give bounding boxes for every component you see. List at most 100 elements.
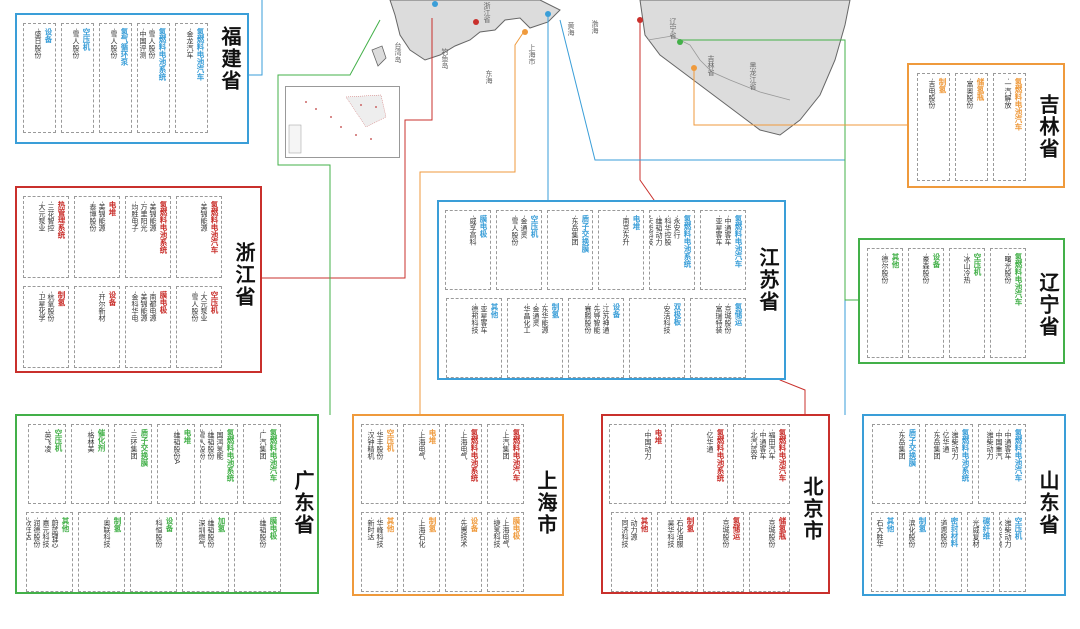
company-name: ·潍柴动力 (951, 429, 959, 460)
company-name: ·滨化股份 (908, 517, 916, 548)
category-cell: 设备 ·先惠技术 (445, 512, 482, 592)
category-cell: 制氢 ·吉电股份 (917, 73, 950, 181)
liaodong-coast (647, 35, 791, 101)
province-box-fujian: 福建省 氢燃料电池汽车 ·金龙汽车 氢燃料电池系统 ·雪人股份 ·中国评测 氢气循环泵 ·雪人… (15, 13, 249, 144)
dot-fujian (432, 1, 438, 7)
map-label-diaoyu: 钓鱼岛 (441, 48, 449, 69)
category-cell: 双极板 ·安洁科技 (629, 298, 685, 378)
category-cell: 其他 ·蔚蓝锂芯 ·嘉元科技 ·润德股份 ·欣旺达 (26, 512, 73, 592)
company-name: ·中国重汽 (995, 429, 1003, 460)
category-cell: 膜电极 ·雄韬股份 (234, 512, 281, 592)
category-label: 其他 (640, 517, 649, 532)
company-name: ·上海电气 (502, 517, 510, 548)
company-name: ·中国动力 (644, 429, 652, 460)
category-cell: 氢燃料电池汽车 ·金龙汽车 (175, 23, 208, 133)
category-cell: 制氢 ·滨化股份 (903, 512, 930, 592)
company-name: ·雪人股份 (511, 215, 519, 246)
category-label: 电堆 (183, 429, 192, 444)
cell-row: 膜电极 ·上海电气 ·捷氢科技 设备 ·先惠技术 制氢 ·上海石化 其他 ·华峰科技 ·新时达 (361, 512, 524, 592)
company-name: ·雄韬股份 (207, 517, 215, 548)
category-cell: 空压机 ·雪人股份 (61, 23, 94, 133)
company-name: ·雪人股份 (191, 291, 199, 322)
company-name: ·雪人股份 (148, 28, 156, 59)
category-cell: 其他 ·德尔股份 (867, 248, 903, 358)
company-name: ·欣旺达 (26, 517, 32, 541)
province-box-guangdong: 广东省氢燃料电池汽车·广汽集团氢燃料电池系统·国鸿氢能·雄韬股份·雪人股份·大洋… (15, 414, 319, 594)
category-cell: 氢燃料电池汽车 ·中通客车 ·中国重汽 ·潍柴动力 (978, 424, 1026, 504)
company-name: ·金龙汽车 (186, 28, 194, 59)
category-cell: 氢燃料电池汽车 ·广汽集团 (243, 424, 281, 504)
company-name: ·美锦能源 (149, 201, 157, 232)
company-name: ·科恒股份 (155, 517, 163, 548)
category-label: 氢燃料电池汽车 (512, 429, 521, 482)
category-label: 氢燃料电池汽车 (269, 429, 278, 482)
category-cell: 空压机 ·金通灵 ·雪人股份 (496, 210, 542, 290)
company-name: ·国鸿氢能 (216, 429, 224, 460)
company-name: ·石大胜华 (876, 517, 884, 548)
category-cell: 氢燃料电池汽车 ·美锦能源 (176, 196, 222, 278)
cell-row: 氢燃料电池汽车 ·上汽集团 氢燃料电池系统 ·上海电气 电堆 ·上海电气 空压机 ·华丰股份 ·… (361, 424, 524, 504)
category-label: 其他 (886, 517, 895, 532)
connector-guangdong (277, 19, 381, 415)
category-label: 空压机 (82, 28, 91, 51)
map-label-zhejiang: 浙江省 (483, 2, 491, 23)
category-label: 空压机 (530, 215, 539, 238)
company-name: ·金科华电 (131, 291, 139, 322)
map-label-donghai: 东海 (485, 70, 493, 84)
cell-row: 氢燃料电池汽车 ·福田汽车 ·中通客车 ·北汽蓝谷 氢燃料电池系统 ·亿华通 电堆 ·中国动力 (609, 424, 790, 504)
map-label-shanghai: 上海市 (528, 44, 536, 65)
province-box-beijing: 北京市 氢燃料电池汽车 ·福田汽车 ·中通客车 ·北汽蓝谷 氢燃料电池系统 ·亿华通 电堆 ·中… (601, 414, 830, 594)
category-cell: 氢燃料电池系统 ·亿华通 (671, 424, 728, 504)
company-name: ·英飞凌 (44, 429, 52, 453)
cell-row: 空压机 ·大元泵业 ·雪人股份 膜电极 ·南都电源 ·美锦能源 ·金科华电 设备 ·开尔新材 制氢… (23, 286, 222, 368)
company-name: ·格林美 (87, 429, 95, 453)
category-label: 其他 (891, 253, 900, 268)
province-box-jilin: 吉林省 氢燃料电池汽车 ·一汽解放 储氢瓶 ·富奥股份 制氢 ·吉电股份 (907, 63, 1065, 188)
category-cell: 电堆 ·雄韬股份A (157, 424, 195, 504)
company-name: ·永安行 (673, 215, 681, 239)
map-label-huanghai: 黄海 (567, 22, 575, 36)
category-cell: 设备 ·盛日股份 (23, 23, 56, 133)
category-label: 制氢 (428, 517, 437, 532)
category-label: 电堆 (632, 215, 641, 230)
company-name: ·泰博股份 (89, 201, 97, 232)
company-name: ·赛腾股份 (584, 303, 592, 334)
company-name: ·开尔新材 (98, 291, 106, 322)
company-name: ·东岳集团 (933, 429, 941, 460)
category-label: 其他 (61, 517, 70, 532)
category-label: 氢气循环泵 (120, 28, 129, 66)
company-name: ·上海石化 (418, 517, 426, 548)
category-cell: 膜电极 ·威孚高科 (445, 210, 491, 290)
company-name: ·汉钟精机 (367, 429, 375, 460)
category-label: 催化剂 (97, 429, 106, 452)
company-name: ·东岳集团 (571, 215, 579, 246)
category-label: 碳纤维 (982, 517, 991, 540)
company-name: ·中通客车 (759, 429, 767, 460)
category-cell: 膜电极 ·上海电气 ·捷氢科技 (487, 512, 524, 592)
category-label: 氢燃料电池系统 (226, 429, 235, 482)
company-name: ·威孚高科 (469, 215, 477, 246)
northeast-landmass (639, 0, 851, 136)
province-title-zhejiang: 浙江省 (232, 242, 256, 308)
company-name: ·新时达 (367, 517, 375, 541)
map-label-jilin: 吉林省 (707, 55, 715, 76)
company-name: ·上海电气 (460, 429, 468, 460)
category-label: 制氢 (686, 517, 695, 532)
category-label: 储氢瓶 (778, 517, 787, 540)
category-cell: 质子交换膜 ·三环集团 (114, 424, 152, 504)
category-label: 制氢 (918, 517, 927, 532)
category-label: 双极板 (673, 303, 682, 326)
category-cell: 制氢 ·石化油服 ·昊华科技 (657, 512, 698, 592)
category-cell: 氢气循环泵 ·雪人股份 (99, 23, 132, 133)
category-cell: 空压机 ·冰山冷热 (949, 248, 985, 358)
company-name: ·美锦能源 (140, 291, 148, 322)
category-label: 制氢 (938, 78, 947, 93)
category-label: 热管理系统 (57, 201, 66, 239)
company-name: ·北汽蓝谷 (750, 429, 758, 460)
category-label: 制氢 (551, 303, 560, 318)
dot-jilin (691, 65, 697, 71)
category-cell: 制氢 ·奥联科技 (78, 512, 125, 592)
category-label: 加氢 (217, 517, 226, 532)
province-title-shanghai: 上海市 (534, 470, 558, 536)
company-name: ·德尔股份 (881, 253, 889, 284)
